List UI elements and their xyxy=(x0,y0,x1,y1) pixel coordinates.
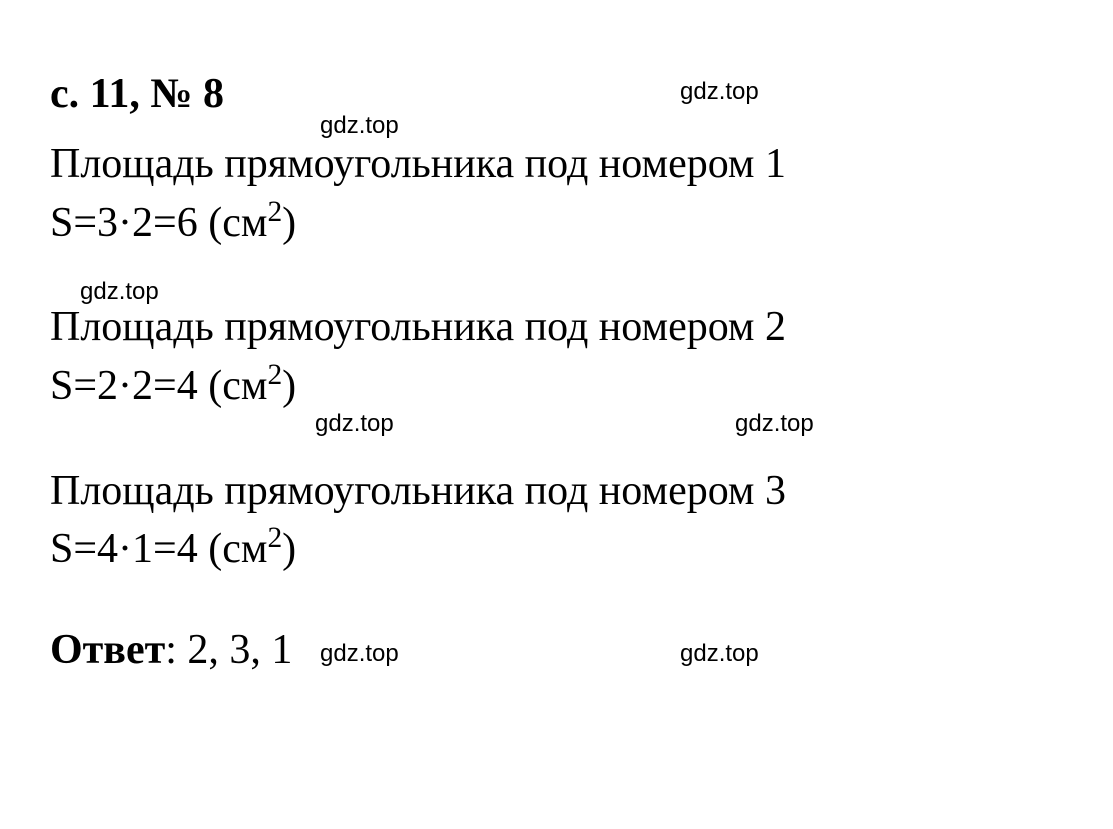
section-1-formula: S=3·2=6 (см2) xyxy=(50,193,1063,252)
formula-suffix: ) xyxy=(282,526,296,572)
formula-prefix: S=2·2=4 (см xyxy=(50,363,267,409)
page-heading: с. 11, № 8 xyxy=(50,70,1063,118)
formula-suffix: ) xyxy=(282,363,296,409)
answer-label: Ответ xyxy=(50,627,165,673)
section-3-formula: S=4·1=4 (см2) xyxy=(50,519,1063,578)
section-1: Площадь прямоугольника под номером 1 S=3… xyxy=(50,136,1063,251)
section-3-title: Площадь прямоугольника под номером 3 xyxy=(50,463,1063,520)
watermark: gdz.top xyxy=(320,640,399,668)
formula-prefix: S=4·1=4 (см xyxy=(50,526,267,572)
formula-exponent: 2 xyxy=(267,522,282,554)
section-1-title: Площадь прямоугольника под номером 1 xyxy=(50,136,1063,193)
watermark: gdz.top xyxy=(315,410,394,438)
formula-exponent: 2 xyxy=(267,359,282,391)
answer-line: Ответ: 2, 3, 1 xyxy=(50,626,1063,674)
watermark: gdz.top xyxy=(80,278,159,306)
section-2-title: Площадь прямоугольника под номером 2 xyxy=(50,299,1063,356)
watermark: gdz.top xyxy=(680,78,759,106)
watermark: gdz.top xyxy=(735,410,814,438)
section-2-formula: S=2·2=4 (см2) xyxy=(50,356,1063,415)
formula-suffix: ) xyxy=(282,200,296,246)
section-3: Площадь прямоугольника под номером 3 S=4… xyxy=(50,463,1063,578)
section-2: Площадь прямоугольника под номером 2 S=2… xyxy=(50,299,1063,414)
formula-prefix: S=3·2=6 (см xyxy=(50,200,267,246)
answer-value: : 2, 3, 1 xyxy=(165,627,292,673)
watermark: gdz.top xyxy=(680,640,759,668)
watermark: gdz.top xyxy=(320,112,399,140)
formula-exponent: 2 xyxy=(267,196,282,228)
